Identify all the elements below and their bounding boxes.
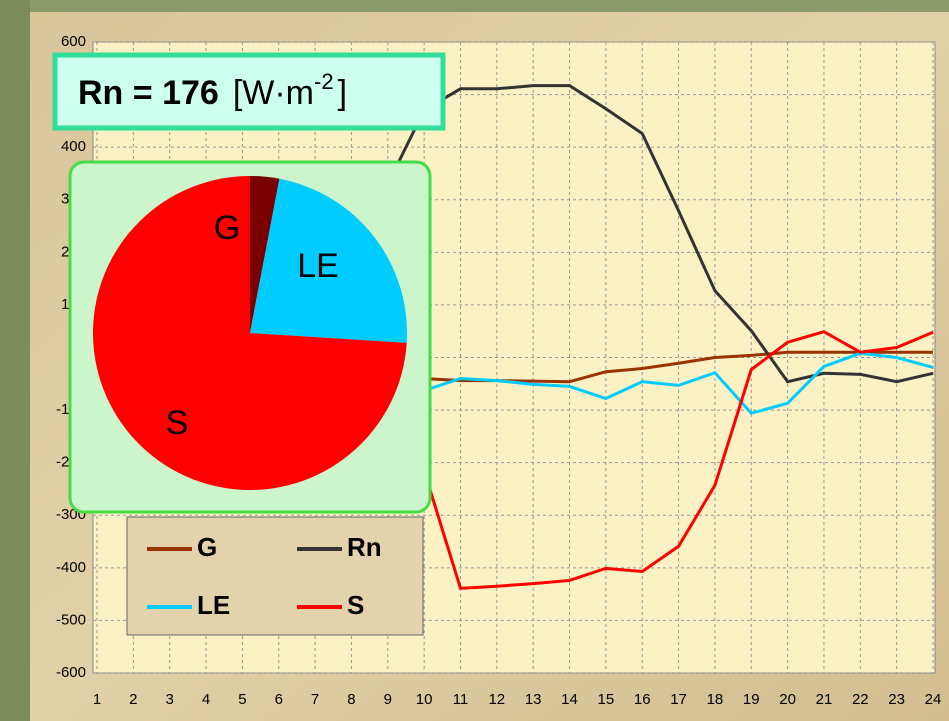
- x-tick-label: 1: [93, 691, 101, 708]
- x-tick-label: 3: [166, 691, 174, 708]
- x-tick-label: 5: [238, 691, 246, 708]
- x-tick-label: 10: [416, 691, 433, 708]
- x-tick-label: 7: [311, 691, 319, 708]
- y-tick-label: -600: [56, 664, 86, 681]
- pie-label: G: [214, 209, 240, 247]
- x-tick-label: 11: [453, 691, 469, 708]
- legend-label: Rn: [347, 532, 382, 562]
- photo-strip: [0, 0, 949, 12]
- x-tick-label: 18: [707, 691, 724, 708]
- x-tick-label: 24: [925, 691, 942, 708]
- y-tick-label: 600: [61, 33, 86, 50]
- x-tick-label: 16: [634, 691, 651, 708]
- legend-label: LE: [197, 590, 230, 620]
- pie-label: LE: [297, 247, 339, 285]
- chart: -600-500-400-300-200-1000100200300400500…: [0, 0, 949, 721]
- y-tick-label: -400: [56, 559, 86, 576]
- y-tick-label: -500: [56, 611, 86, 628]
- x-tick-label: 9: [384, 691, 392, 708]
- x-tick-label: 4: [202, 691, 210, 708]
- legend-label: S: [347, 590, 364, 620]
- x-tick-label: 22: [852, 691, 869, 708]
- x-tick-label: 14: [561, 691, 578, 708]
- x-tick-label: 12: [488, 691, 505, 708]
- x-tick-label: 2: [129, 691, 137, 708]
- x-tick-label: 6: [275, 691, 283, 708]
- x-tick-label: 15: [598, 691, 615, 708]
- x-tick-label: 17: [670, 691, 687, 708]
- rn-text: Rn = 176 [W·m-2]: [78, 69, 347, 112]
- pie-label: S: [166, 404, 189, 442]
- legend-label: G: [197, 532, 217, 562]
- x-tick-label: 13: [525, 691, 542, 708]
- y-tick-label: 400: [61, 138, 86, 155]
- unit-exponent: -2: [314, 69, 334, 94]
- x-tick-label: 23: [888, 691, 905, 708]
- x-tick-label: 21: [816, 691, 833, 708]
- x-tick-label: 8: [347, 691, 355, 708]
- x-tick-label: 20: [779, 691, 796, 708]
- rn-value: Rn = 176: [78, 74, 219, 112]
- unit-close: ]: [338, 74, 347, 112]
- x-tick-label: 19: [743, 691, 760, 708]
- unit: [W·m: [233, 74, 314, 112]
- photo-strip: [0, 0, 30, 721]
